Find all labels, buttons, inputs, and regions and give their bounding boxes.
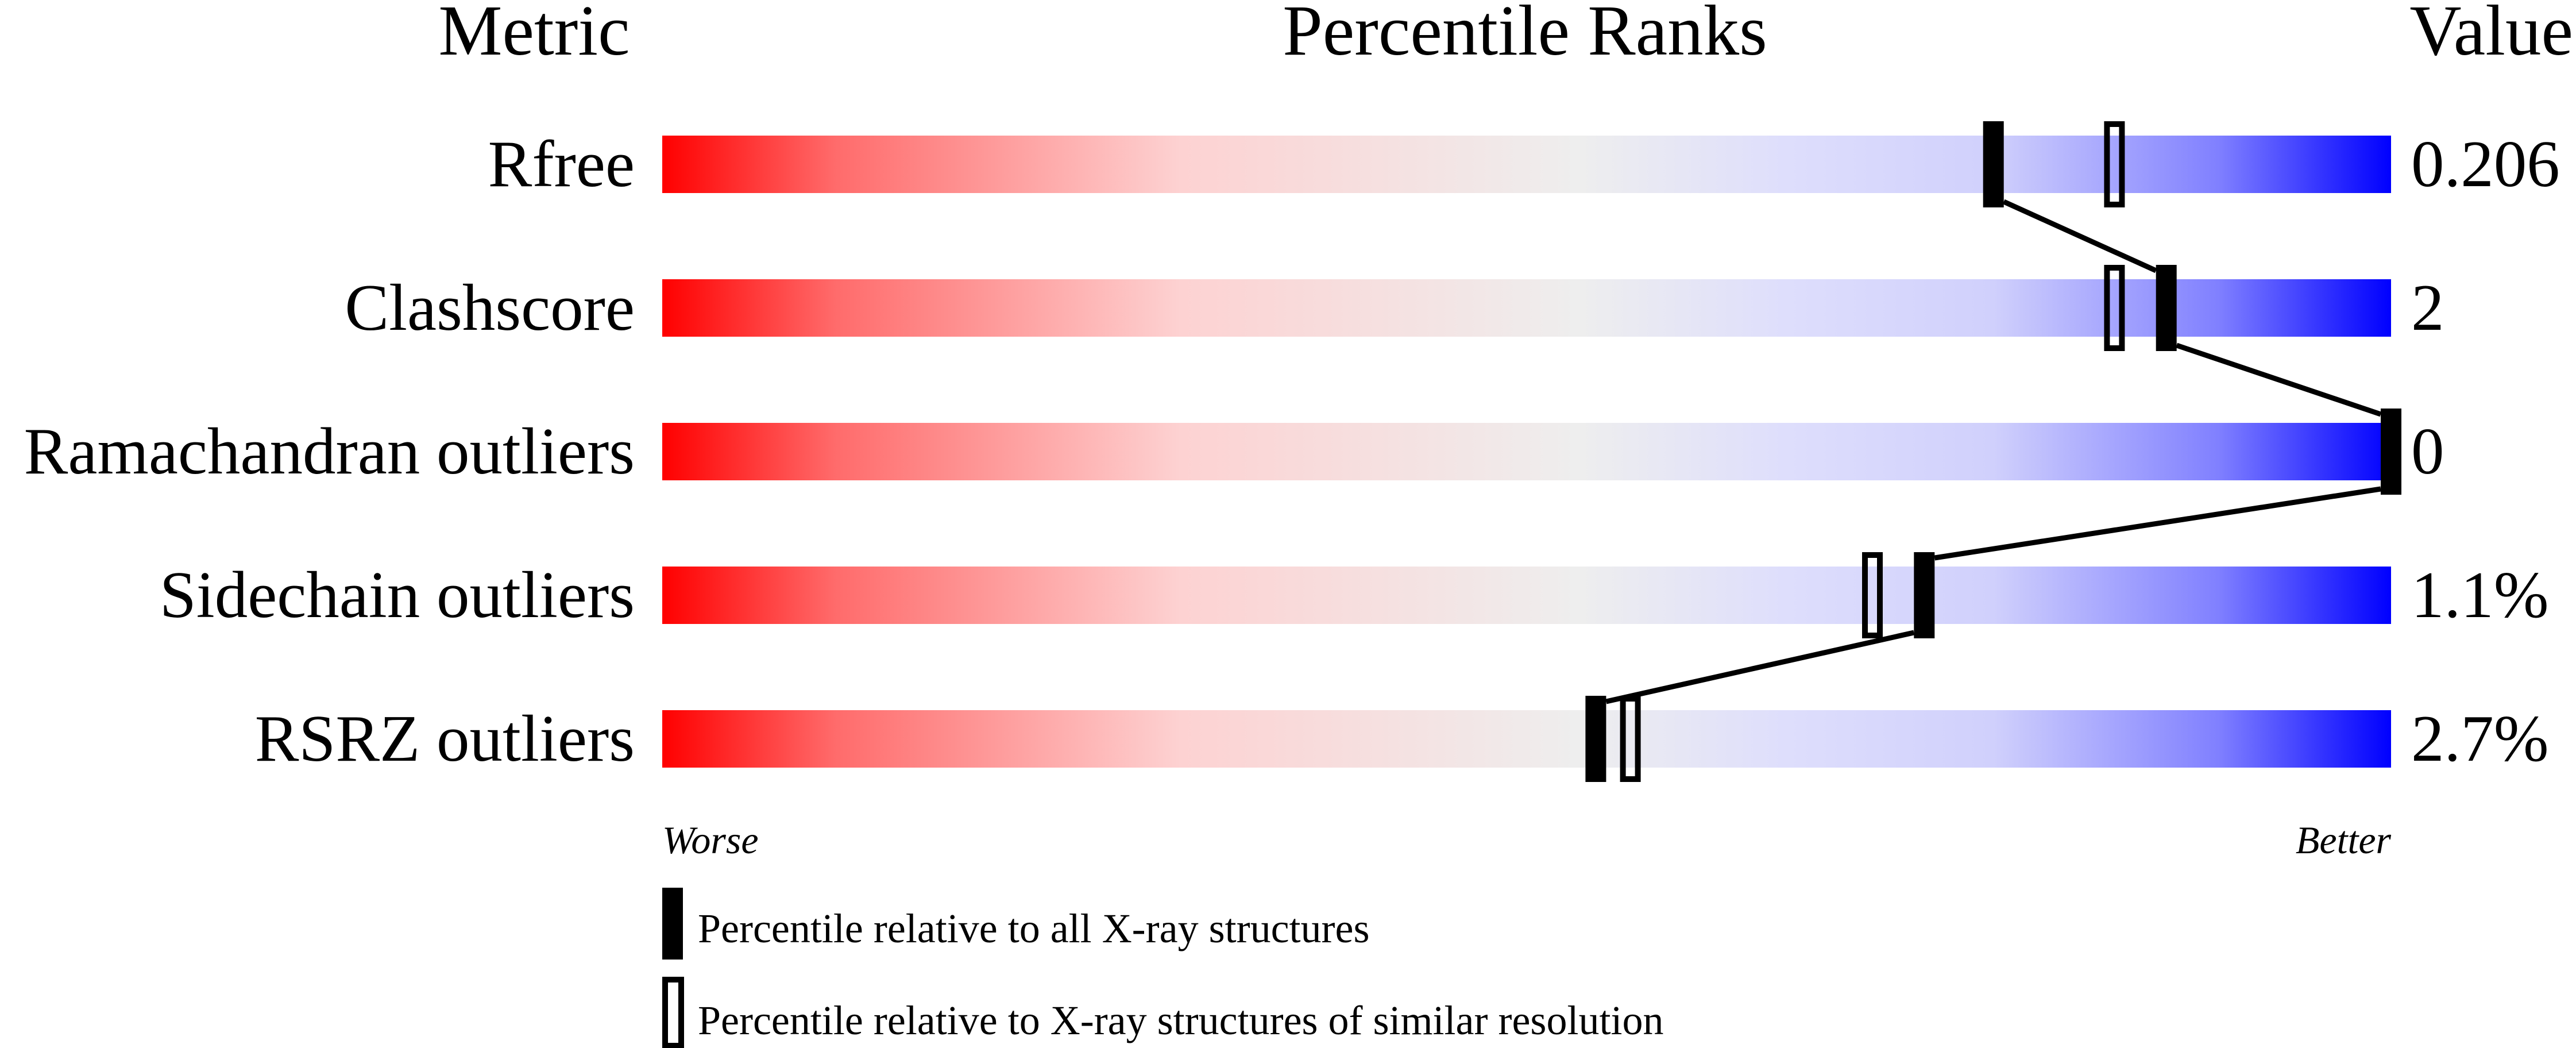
metric-label: Sidechain outliers (160, 558, 635, 631)
marker-similar-resolution (2104, 121, 2125, 207)
metric-label: Clashscore (345, 271, 635, 344)
worse-label: Worse (662, 818, 759, 862)
marker-similar-resolution (2104, 265, 2125, 351)
percentile-bar (662, 423, 2391, 480)
header-value: Value (2409, 0, 2573, 71)
marker-similar-resolution (1620, 696, 1641, 782)
legend-open-marker (662, 977, 684, 1048)
metric-value: 0.206 (2411, 128, 2560, 201)
metric-value: 1.1% (2411, 558, 2549, 631)
marker-similar-resolution (1862, 552, 1883, 638)
percentile-bar (662, 279, 2391, 337)
marker-all-structures (1585, 696, 1606, 782)
marker-all-structures (1983, 121, 2004, 207)
metric-value: 0 (2411, 415, 2444, 488)
header-percentile-ranks: Percentile Ranks (1283, 0, 1767, 71)
marker-all-structures (2156, 265, 2177, 351)
percentile-bar (662, 710, 2391, 768)
better-label: Better (2296, 818, 2392, 862)
metric-label: RSRZ outliers (255, 702, 635, 775)
legend-open-label: Percentile relative to X-ray structures … (698, 997, 1663, 1043)
marker-all-structures (1914, 552, 1935, 638)
metric-value: 2 (2411, 271, 2444, 344)
marker-all-structures (2381, 409, 2401, 495)
legend-filled-label: Percentile relative to all X-ray structu… (698, 906, 1370, 951)
legend-filled-marker (662, 888, 683, 960)
connector-line (1605, 199, 2382, 704)
percentile-bar (662, 567, 2391, 624)
metric-label: Ramachandran outliers (24, 415, 635, 488)
metric-value: 2.7% (2411, 702, 2549, 775)
metric-label: Rfree (488, 128, 635, 201)
header-metric: Metric (438, 0, 629, 71)
percentile-bar (662, 136, 2391, 193)
